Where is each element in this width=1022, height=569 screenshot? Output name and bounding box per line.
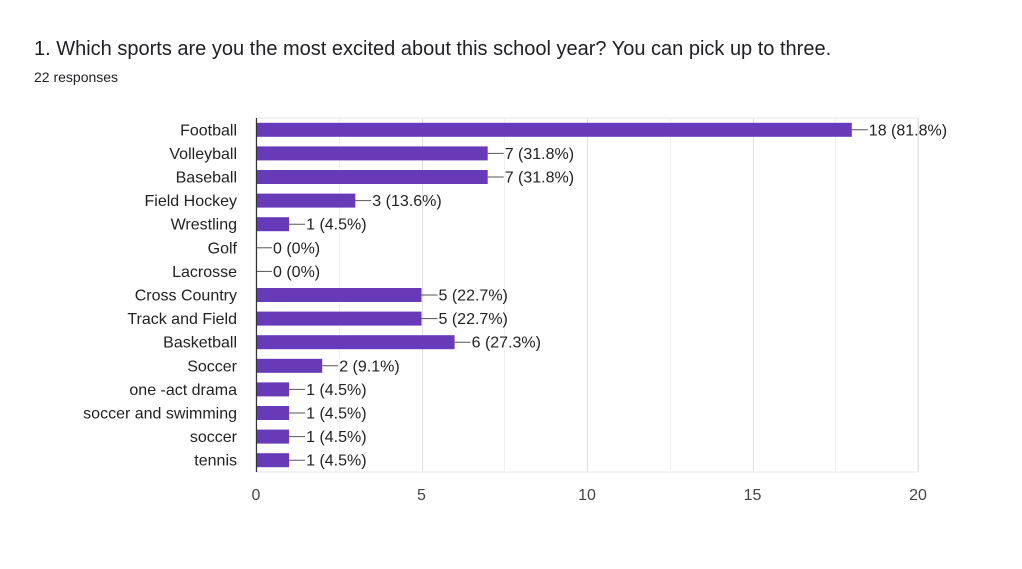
category-label: Soccer <box>187 358 237 375</box>
category-label: Volleyball <box>169 146 237 163</box>
bar <box>256 288 422 302</box>
bar <box>256 406 290 420</box>
category-label: Lacrosse <box>172 264 237 281</box>
data-label: 1 (4.5%) <box>306 406 366 423</box>
bar <box>256 146 488 161</box>
data-label: 2 (9.1%) <box>339 358 399 375</box>
bar <box>256 122 852 137</box>
data-label: 7 (31.8%) <box>505 170 574 187</box>
data-label: 1 (4.5%) <box>306 382 366 399</box>
x-tick-label: 20 <box>909 487 927 504</box>
data-label: 18 (81.8%) <box>869 122 947 139</box>
data-label: 5 (22.7%) <box>439 288 508 305</box>
question-title: 1. Which sports are you the most excited… <box>34 38 832 60</box>
bar <box>256 217 290 232</box>
data-label: 0 (0%) <box>273 264 320 281</box>
category-label: Wrestling <box>171 217 237 234</box>
category-label: soccer <box>190 429 238 446</box>
bar <box>256 170 488 184</box>
bar <box>256 193 356 208</box>
bar <box>256 335 455 350</box>
bar <box>256 453 290 468</box>
bar <box>256 358 323 373</box>
category-label: one -act drama <box>129 382 237 399</box>
bar <box>256 382 290 397</box>
bar <box>256 429 290 444</box>
category-label: soccer and swimming <box>83 406 237 423</box>
category-label: Baseball <box>176 170 237 187</box>
category-label: Basketball <box>163 335 237 352</box>
response-count: 22 responses <box>34 69 119 85</box>
data-label: 5 (22.7%) <box>439 311 508 328</box>
data-label: 7 (31.8%) <box>505 146 574 163</box>
data-label: 0 (0%) <box>273 240 320 257</box>
category-label: Football <box>180 122 237 139</box>
data-label: 3 (13.6%) <box>372 193 441 210</box>
data-label: 1 (4.5%) <box>306 429 366 446</box>
category-label: tennis <box>194 453 237 470</box>
x-tick-label: 10 <box>578 487 596 504</box>
bar <box>256 311 422 326</box>
category-label: Cross Country <box>135 288 237 305</box>
x-tick-label: 15 <box>744 487 762 504</box>
data-label: 6 (27.3%) <box>472 335 541 352</box>
category-label: Golf <box>208 240 238 257</box>
x-tick-label: 5 <box>417 487 426 504</box>
category-label: Track and Field <box>127 311 237 328</box>
data-label: 1 (4.5%) <box>306 217 366 234</box>
x-tick-label: 0 <box>252 487 261 504</box>
category-label: Field Hockey <box>145 193 237 210</box>
data-label: 1 (4.5%) <box>306 453 366 470</box>
